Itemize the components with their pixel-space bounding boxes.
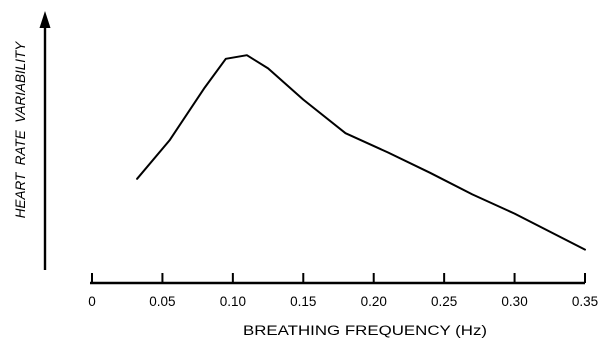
x-tick-label: 0.35 [572,294,598,309]
x-tick-label: 0.25 [431,294,457,309]
y-axis-arrow-icon [40,11,51,28]
y-axis-title: HEART RATE VARIABILITY [13,41,28,219]
plot-area [137,55,585,249]
x-axis-title: BREATHING FREQUENCY (Hz) [243,323,487,338]
x-ticks: 0 0.05 0.10 0.15 0.20 0.25 0.30 0.35 [88,273,598,309]
y-axis [40,11,51,270]
x-tick-label: 0.10 [220,294,246,309]
x-tick-label: 0.15 [290,294,316,309]
x-tick-label: 0 [88,294,96,309]
series-line [137,55,585,249]
x-axis: 0 0.05 0.10 0.15 0.20 0.25 0.30 0.35 [88,273,598,309]
x-tick-label: 0.05 [149,294,175,309]
x-tick-label: 0.20 [361,294,387,309]
x-tick-label: 0.30 [501,294,527,309]
